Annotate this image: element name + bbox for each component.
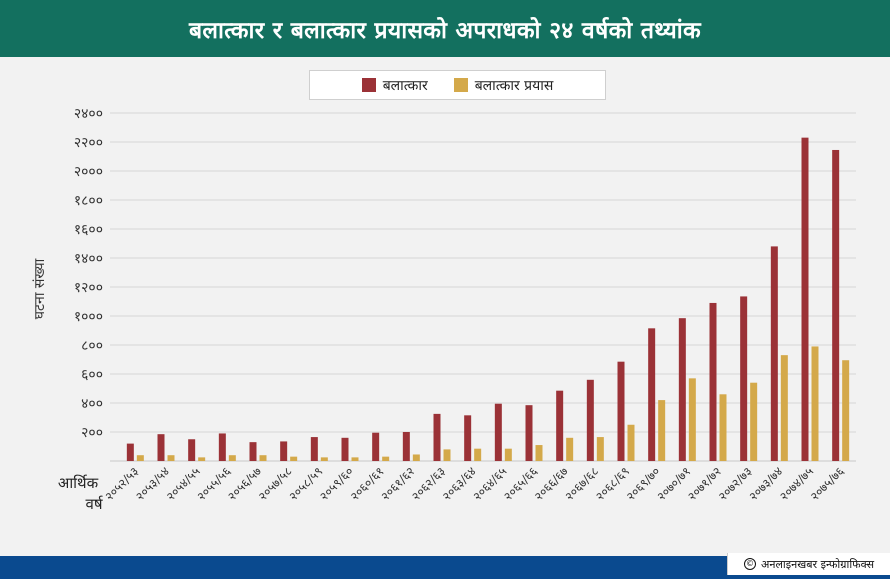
y-tick-label: १८०० (74, 193, 103, 209)
bar-attempt (535, 445, 543, 461)
y-tick-label: १६०० (74, 222, 103, 238)
y-tick-label: २००० (74, 164, 103, 180)
y-tick-label: २२०० (74, 135, 103, 151)
bar-chart: २०० ४०० ६०० ८०० १००० १२०० १४०० १६०० १८०० २००० २२००… (32, 106, 856, 513)
bar-attempt (504, 448, 512, 461)
chart-legend: बलात्कार बलात्कार प्रयास (309, 70, 606, 100)
bar-attempt (566, 437, 574, 461)
y-tick-label: १२०० (74, 280, 103, 296)
y-tick-label: ८०० (81, 338, 103, 354)
bar-attempt (167, 455, 175, 461)
bar-rape (402, 432, 410, 461)
bar-attempt (198, 457, 206, 461)
credit-text: अनलाइनखबर इन्फोग्राफिक्स (760, 557, 875, 571)
y-tick-label: १००० (74, 309, 103, 325)
footer-bar (0, 556, 890, 579)
bar-attempt (688, 378, 696, 461)
bar-attempt (443, 449, 451, 461)
bar-rape (556, 390, 564, 461)
y-tick-label: ६०० (81, 367, 103, 383)
y-axis-title: घटना संख्या (32, 258, 48, 319)
bar-rape (280, 441, 288, 461)
bar-rape (188, 439, 196, 461)
bar-attempt (811, 346, 819, 461)
bar-attempt (596, 437, 604, 461)
bar-rape (617, 361, 625, 461)
bar-attempt (136, 455, 144, 461)
copyright-icon: © (743, 558, 756, 570)
bar-rape (218, 433, 226, 461)
bar-attempt (719, 394, 727, 461)
bar-rape (464, 415, 472, 461)
page-title: बलात्कार र बलात्कार प्रयासको अपराधको २४ … (189, 17, 701, 44)
bar-rape (709, 302, 717, 461)
legend-item-rape: बलात्कार (361, 76, 428, 95)
bar-attempt (382, 456, 390, 461)
legend-swatch-attempt (453, 78, 468, 92)
legend-label-attempt: बलात्कार प्रयास (474, 77, 554, 94)
y-tick-label: ४०० (81, 396, 103, 412)
bar-rape (586, 379, 594, 461)
legend-label-rape: बलात्कार (382, 77, 428, 94)
bar-rape (648, 328, 656, 461)
bar-rape (801, 137, 809, 461)
header-banner: बलात्कार र बलात्कार प्रयासको अपराधको २४ … (0, 0, 890, 57)
bar-attempt (228, 455, 236, 461)
bar-attempt (412, 454, 420, 461)
y-tick-label: १४०० (74, 251, 103, 267)
bar-attempt (842, 360, 850, 461)
bar-rape (832, 149, 840, 461)
bar-attempt (320, 457, 328, 461)
bar-rape (157, 434, 165, 461)
bar-attempt (750, 382, 758, 461)
bar-attempt (259, 455, 267, 461)
bar-rape (249, 442, 257, 461)
bar-attempt (658, 400, 666, 461)
legend-item-attempt: बलात्कार प्रयास (453, 76, 554, 95)
bar-attempt (474, 448, 482, 461)
bar-rape (310, 437, 318, 461)
y-tick-label: २४०० (74, 106, 103, 122)
bar-rape (525, 405, 533, 461)
bar-rape (341, 437, 349, 461)
bar-rape (740, 296, 748, 461)
bar-rape (678, 318, 686, 461)
bar-rape (494, 403, 502, 461)
bar-rape (126, 443, 134, 461)
x-axis-title: आर्थिक वर्ष (58, 474, 104, 513)
bar-rape (372, 432, 380, 461)
y-tick-label: २०० (81, 425, 103, 441)
bar-rape (770, 246, 778, 461)
credit-box: © अनलाइनखबर इन्फोग्राफिक्स (727, 553, 890, 575)
legend-swatch-rape (361, 78, 376, 92)
x-tick-label: २०७५/७६ (808, 464, 847, 503)
bar-attempt (351, 457, 359, 461)
bar-attempt (290, 456, 298, 461)
bar-rape (433, 413, 441, 461)
bar-attempt (780, 355, 788, 461)
bar-attempt (627, 424, 635, 461)
